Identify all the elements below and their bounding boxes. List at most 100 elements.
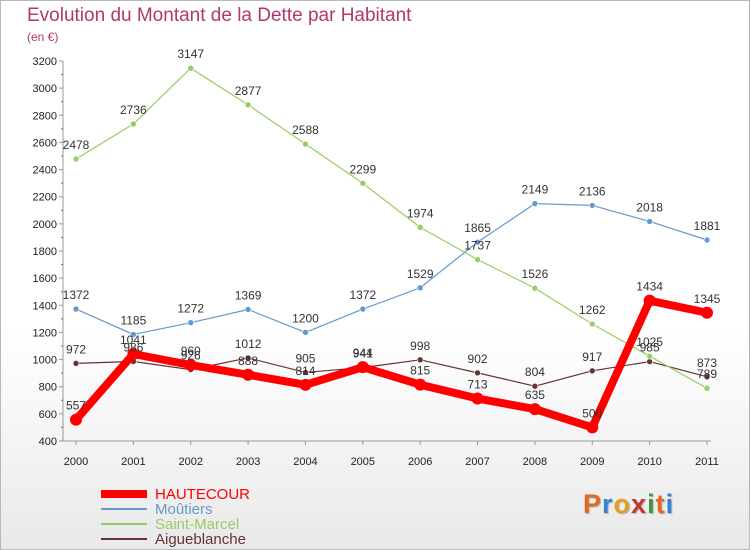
data-point	[588, 202, 596, 209]
y-tick-label: 2400	[33, 165, 57, 177]
data-label: 941	[353, 347, 373, 361]
y-tick-label: 1400	[33, 300, 57, 312]
data-label: 873	[697, 356, 717, 370]
x-tick-label: 2002	[178, 456, 202, 468]
data-point	[646, 352, 653, 360]
data-label: 1262	[579, 303, 606, 317]
y-tick-label: 3200	[33, 56, 57, 68]
logo-letter: P	[583, 489, 603, 519]
series-line-saint-marcel	[75, 67, 708, 389]
logo-letter: r	[602, 489, 614, 519]
data-label: 3147	[177, 47, 204, 61]
data-label: 2299	[349, 162, 376, 176]
y-tick-label: 1600	[33, 273, 57, 285]
data-label: 1881	[694, 219, 721, 233]
data-point	[130, 331, 137, 338]
data-label: 2136	[579, 184, 606, 198]
data-point	[356, 361, 369, 374]
data-point	[244, 354, 252, 362]
data-label: 1529	[407, 267, 434, 281]
data-label: 1974	[407, 206, 434, 220]
x-tick-label: 2005	[351, 456, 375, 468]
data-label: 1272	[177, 302, 204, 316]
data-label: 905	[295, 351, 315, 365]
y-tick-label: 1800	[33, 246, 57, 258]
y-tick-label: 2600	[33, 137, 57, 149]
data-label: 2877	[235, 84, 262, 98]
data-point	[531, 200, 539, 207]
series-line-moûtiers	[75, 203, 708, 336]
data-point	[127, 348, 140, 361]
data-label: 888	[238, 354, 258, 368]
data-point	[359, 179, 367, 187]
data-point	[646, 358, 653, 365]
series-layer	[70, 64, 713, 434]
data-point	[244, 306, 252, 313]
x-tick-label: 2004	[293, 456, 317, 468]
data-point	[299, 378, 312, 391]
x-tick-label: 2000	[64, 456, 88, 468]
x-tick-label: 2009	[580, 456, 604, 468]
data-point	[302, 140, 309, 148]
y-tick-label: 400	[39, 436, 57, 448]
data-point	[359, 305, 367, 313]
legend-label: Moûtiers	[155, 501, 213, 518]
data-point	[416, 284, 424, 292]
data-point	[471, 392, 484, 405]
legend-label: HAUTECOUR	[155, 486, 250, 503]
data-point	[416, 356, 424, 364]
series-line-hautecour	[72, 296, 711, 432]
data-label: 1200	[292, 311, 319, 325]
data-point	[72, 360, 80, 367]
data-point	[302, 329, 309, 336]
data-label: 2736	[120, 103, 147, 117]
y-tick-label: 800	[39, 382, 57, 394]
data-label: 2018	[636, 200, 663, 214]
data-label: 1434	[636, 280, 663, 294]
data-label: 1185	[120, 313, 146, 327]
logo-letter: t	[655, 489, 666, 519]
data-label: 1372	[63, 288, 90, 302]
data-label: 500	[582, 406, 602, 420]
data-point	[474, 256, 481, 263]
data-point	[588, 320, 596, 328]
data-label: 972	[66, 342, 86, 356]
data-label: 789	[697, 367, 717, 381]
data-label: 1526	[522, 267, 549, 281]
data-label: 986	[123, 340, 143, 354]
data-point	[646, 218, 653, 225]
data-point	[414, 378, 427, 391]
y-tick-label: 3000	[33, 83, 57, 95]
data-point	[703, 236, 711, 244]
series-line-aigueblanche	[75, 357, 708, 387]
data-label: 917	[582, 350, 602, 364]
chart-subtitle: (en €)	[27, 30, 59, 44]
data-label: 1345	[694, 292, 721, 306]
x-tick-label: 2001	[121, 456, 145, 468]
y-tick-label: 2200	[33, 192, 57, 204]
data-label: 804	[525, 365, 545, 379]
data-label: 1025	[636, 335, 663, 349]
data-point	[130, 120, 137, 128]
data-point	[416, 224, 424, 231]
legend: HAUTECOURMoûtiersSaint-MarcelAigueblanch…	[101, 486, 250, 548]
data-point	[474, 238, 481, 246]
y-tick-label: 600	[39, 409, 57, 421]
x-tick-label: 2006	[408, 456, 432, 468]
data-label: 814	[295, 364, 315, 378]
data-label: 1041	[120, 333, 147, 347]
y-tick-label: 2800	[33, 110, 57, 122]
data-label: 1372	[349, 288, 376, 302]
data-label: 635	[525, 388, 545, 402]
data-label: 1737	[464, 239, 491, 253]
x-tick-label: 2010	[637, 456, 661, 468]
x-tick-label: 2007	[465, 456, 489, 468]
data-label: 902	[468, 352, 488, 366]
data-point	[72, 155, 80, 163]
data-label: 1865	[464, 221, 491, 235]
proxiti-logo: Proxiti	[583, 489, 674, 520]
logo-letter: i	[647, 489, 656, 519]
data-label: 2478	[63, 138, 90, 152]
